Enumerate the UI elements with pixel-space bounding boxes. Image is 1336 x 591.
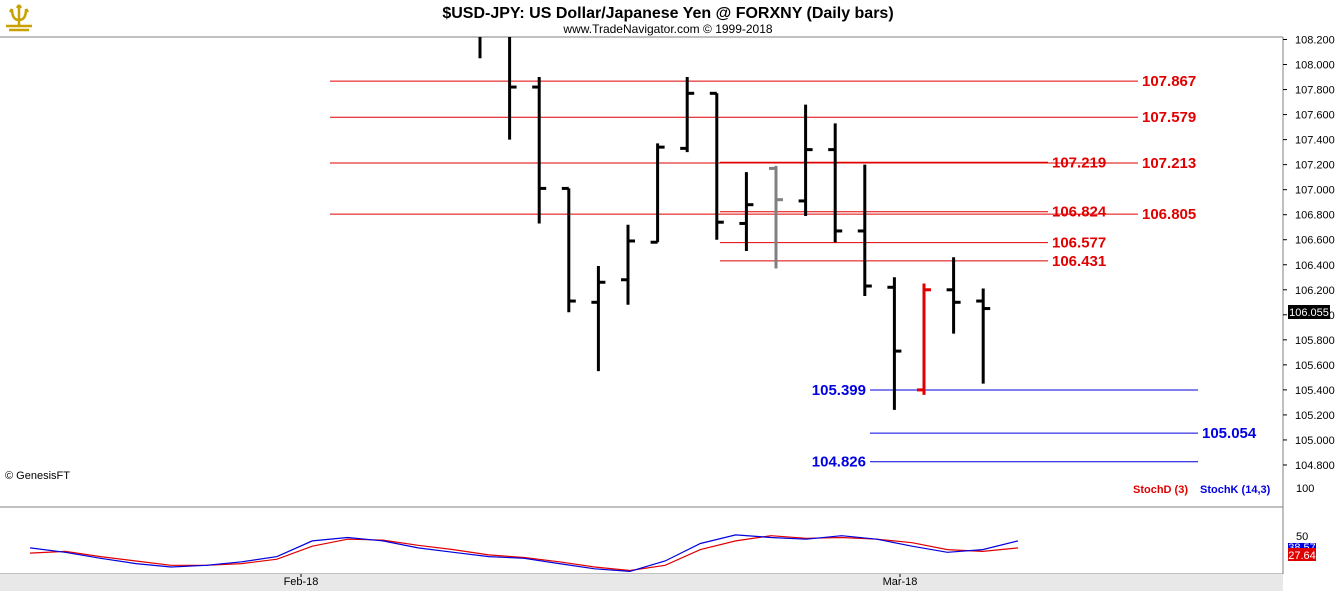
- level-label: 106.805: [1142, 206, 1196, 223]
- ohlc-bar: [976, 288, 991, 384]
- level-label: 107.213: [1142, 155, 1196, 172]
- level-label: 107.579: [1142, 109, 1196, 126]
- chart-title: $USD-JPY: US Dollar/Japanese Yen @ FORXN…: [442, 5, 893, 22]
- stoch-d-value: 27.64: [1288, 550, 1316, 562]
- stoch-k-badge: [1288, 543, 1316, 551]
- ohlc-bar: [709, 91, 724, 240]
- ohlc-bar: [621, 224, 635, 305]
- ohlc-bar: [798, 104, 813, 216]
- level-label: 104.826: [812, 454, 866, 471]
- ohlc-bar: [508, 37, 517, 140]
- ohlc-bar: [532, 77, 547, 224]
- price-tick-label: 107.000: [1295, 185, 1335, 197]
- level-lines: 107.867 107.579 107.213 106.805 107.219 106.8…: [330, 73, 1257, 471]
- price-tick-label: 106.200: [1295, 285, 1335, 297]
- stoch-tick-50: 50: [1296, 531, 1308, 543]
- level-label: 105.054: [1202, 425, 1257, 442]
- ohlc-bars: [478, 37, 991, 410]
- ohlc-bar: [561, 186, 576, 313]
- price-tick-label: 108.200: [1295, 35, 1335, 47]
- stoch-d-legend: StochD (3): [1133, 484, 1188, 496]
- stoch-value-badges: 38.57 27.64: [1288, 542, 1316, 562]
- stoch-tick-100: 100: [1296, 483, 1314, 495]
- stoch-d-line: [29, 535, 1019, 572]
- level-label: 105.399: [812, 382, 866, 399]
- price-tick-label: 106.600: [1295, 235, 1335, 247]
- x-tick-feb: Feb-18: [284, 576, 319, 588]
- level-label: 107.867: [1142, 73, 1196, 90]
- date-axis-strip: [0, 574, 1283, 591]
- price-tick-label: 106.400: [1295, 260, 1335, 272]
- trident-logo-icon: [3, 3, 35, 33]
- stoch-k-legend: StochK (14,3): [1200, 484, 1271, 496]
- last-price-label: 106.055: [1289, 307, 1329, 319]
- ohlc-bar: [946, 257, 961, 334]
- x-tick-mar: Mar-18: [883, 576, 918, 588]
- ohlc-bar: [680, 77, 695, 153]
- level-label: 107.219: [1052, 154, 1106, 171]
- ohlc-bar: [769, 165, 783, 269]
- price-tick-label: 107.400: [1295, 135, 1335, 147]
- ohlc-bar: [857, 164, 872, 297]
- ohlc-bar: [917, 283, 931, 395]
- price-axis: 108.200 108.000 107.800 107.600 107.400 107.2…: [1283, 35, 1335, 472]
- price-tick-label: 105.200: [1295, 410, 1335, 422]
- ohlc-bar: [828, 123, 843, 243]
- stochastic-lines: [29, 534, 1019, 573]
- ohlc-bar: [887, 277, 902, 410]
- price-tick-label: 107.600: [1295, 110, 1335, 122]
- ohlc-bar: [650, 143, 665, 244]
- price-tick-label: 105.000: [1295, 435, 1335, 447]
- level-label: 106.431: [1052, 253, 1106, 270]
- chart-subtitle: www.TradeNavigator.com © 1999-2018: [562, 22, 772, 36]
- price-tick-label: 105.400: [1295, 385, 1335, 397]
- level-label: 106.577: [1052, 235, 1106, 252]
- price-tick-label: 105.800: [1295, 335, 1335, 347]
- price-tick-label: 108.000: [1295, 60, 1335, 72]
- price-tick-label: 106.800: [1295, 210, 1335, 222]
- price-tick-label: 107.800: [1295, 85, 1335, 97]
- ohlc-bar: [739, 172, 754, 251]
- copyright-label: © GenesisFT: [5, 470, 70, 482]
- price-tick-label: 107.200: [1295, 160, 1335, 172]
- stoch-d-badge: [1288, 548, 1316, 561]
- date-axis: Feb-18 Mar-18: [284, 574, 918, 588]
- last-price-marker: 106.055: [1288, 305, 1330, 319]
- level-label: 106.824: [1052, 204, 1107, 221]
- ohlc-bar: [591, 266, 606, 372]
- price-tick-label: 105.600: [1295, 360, 1335, 372]
- price-tick-label: 104.800: [1295, 460, 1335, 472]
- stoch-k-line: [29, 534, 1019, 573]
